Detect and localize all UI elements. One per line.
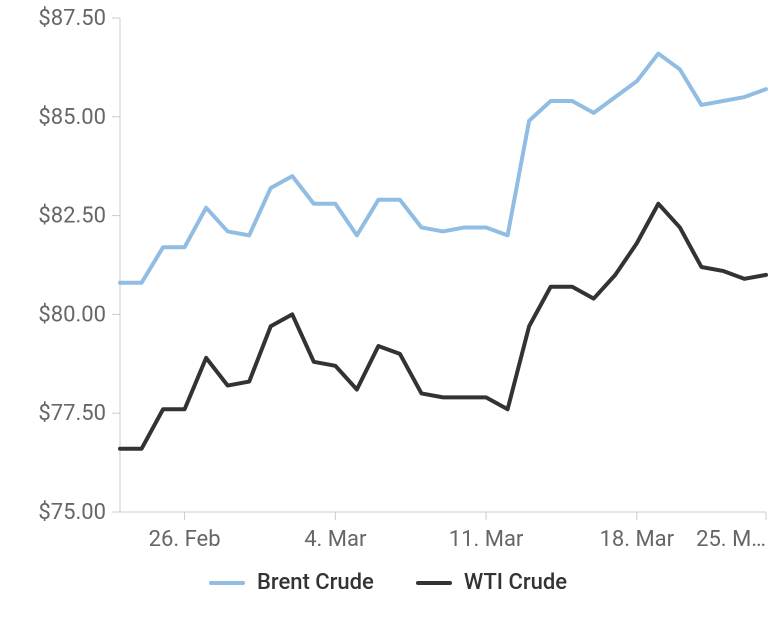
chart-svg: $75.00 $77.50 $80.00 $82.50 $85.00 $87.50 26. … (0, 0, 776, 628)
x-tick-label: 11. Mar (449, 527, 524, 552)
legend-item[interactable]: WTI Crude (416, 570, 567, 595)
legend-swatch (416, 581, 452, 585)
legend-item[interactable]: Brent Crude (209, 570, 374, 595)
legend-swatch (209, 581, 245, 585)
y-tick-label: $85.00 (38, 105, 106, 130)
series-line (120, 54, 766, 283)
y-tick-label: $87.50 (38, 6, 106, 31)
y-tick-label: $80.00 (38, 302, 106, 327)
y-tick-label: $77.50 (38, 401, 106, 426)
x-tick-label: 25. M… (696, 527, 766, 552)
legend-label: Brent Crude (257, 570, 374, 595)
x-tick-label: 18. Mar (599, 527, 674, 552)
legend-label: WTI Crude (464, 570, 567, 595)
x-tick-label: 26. Feb (149, 527, 221, 552)
series-line (120, 204, 766, 449)
y-tick-label: $82.50 (38, 204, 106, 229)
oil-price-chart: $75.00 $77.50 $80.00 $82.50 $85.00 $87.50 26. … (0, 0, 776, 628)
x-tick-label: 4. Mar (304, 527, 367, 552)
legend: Brent Crude WTI Crude (0, 570, 776, 595)
y-tick-label: $75.00 (38, 500, 106, 525)
